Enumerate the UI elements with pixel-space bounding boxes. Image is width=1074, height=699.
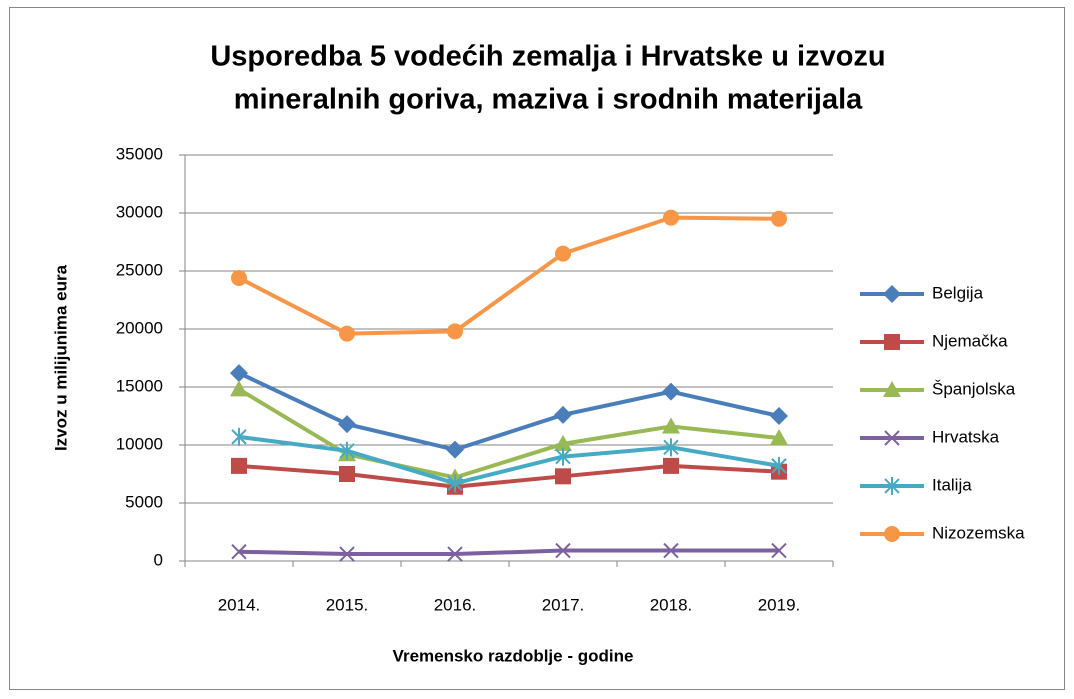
marker — [338, 415, 356, 434]
legend-label: Belgija — [932, 283, 984, 302]
series-line — [238, 434, 780, 486]
marker — [231, 269, 247, 286]
marker — [884, 477, 900, 495]
legend-label: Španjolska — [932, 379, 1016, 398]
marker — [555, 447, 571, 466]
y-tick-label: 10000 — [116, 434, 163, 453]
marker — [555, 542, 571, 559]
x-tick-label: 2016. — [434, 595, 477, 614]
marker — [883, 381, 901, 397]
marker — [663, 542, 679, 559]
x-axis-label: Vremensko razdoblje - godine — [393, 646, 634, 665]
y-tick-label: 30000 — [116, 202, 163, 221]
marker — [770, 407, 788, 425]
y-tick-label: 25000 — [116, 260, 163, 279]
series-line — [238, 463, 780, 489]
marker — [663, 438, 679, 457]
marker — [339, 546, 355, 562]
marker — [554, 405, 572, 424]
marker — [555, 245, 571, 262]
marker — [230, 380, 248, 397]
marker — [883, 285, 901, 303]
series-line — [237, 387, 780, 480]
x-tick-label: 2018. — [650, 595, 693, 614]
marker — [663, 457, 679, 474]
marker — [884, 334, 900, 350]
marker — [771, 456, 787, 475]
marker — [884, 430, 900, 446]
x-tick-label: 2017. — [542, 595, 585, 614]
marker — [771, 210, 787, 227]
marker — [770, 429, 788, 446]
marker — [339, 466, 355, 482]
series-line — [238, 215, 780, 336]
marker — [771, 542, 787, 559]
chart-title: Usporedba 5 vodećih zemalja i Hrvatske u… — [210, 41, 885, 73]
series-line — [238, 548, 779, 557]
legend-label: Njemačka — [932, 331, 1008, 350]
y-tick-label: 20000 — [116, 318, 163, 337]
marker — [555, 468, 571, 485]
x-tick-label: 2015. — [326, 595, 369, 614]
y-axis-label: Izvoz u milijunima eura — [51, 264, 70, 451]
marker — [230, 364, 248, 383]
marker — [447, 323, 463, 340]
marker — [447, 474, 463, 493]
legend-label: Italija — [932, 475, 972, 494]
marker — [231, 427, 247, 446]
y-tick-label: 15000 — [116, 376, 163, 395]
series-line — [238, 371, 780, 452]
marker — [663, 209, 679, 226]
y-tick-label: 0 — [154, 550, 163, 569]
marker — [339, 441, 355, 460]
marker — [447, 546, 463, 562]
marker — [231, 544, 247, 560]
marker — [446, 440, 464, 459]
marker — [662, 382, 680, 401]
legend-label: Nizozemska — [932, 523, 1025, 542]
marker — [339, 325, 355, 342]
y-tick-label: 5000 — [125, 492, 163, 511]
marker — [231, 457, 247, 474]
marker — [662, 417, 680, 434]
y-tick-label: 35000 — [116, 144, 163, 163]
marker — [884, 526, 900, 542]
chart-title: mineralnih goriva, maziva i srodnih mate… — [234, 84, 863, 116]
x-tick-label: 2019. — [758, 595, 801, 614]
x-tick-label: 2014. — [218, 595, 261, 614]
marker — [554, 434, 572, 451]
legend-label: Hrvatska — [932, 427, 1000, 446]
